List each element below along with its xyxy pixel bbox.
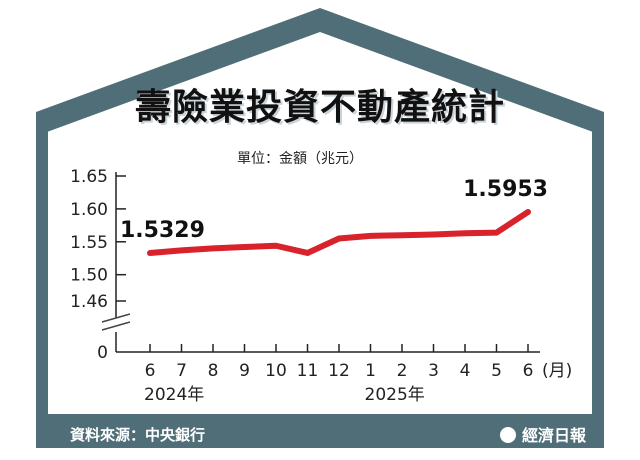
year-label: 2024年	[144, 385, 204, 405]
axis-break-mark	[101, 321, 131, 331]
x-tick-label: 9	[239, 361, 250, 381]
x-tick-label: 10	[265, 361, 287, 381]
y-tick-label: 1.60	[70, 200, 108, 220]
axis-break-mark	[101, 313, 131, 323]
x-tick-label: 11	[297, 361, 319, 381]
unit-label: 單位：金額（兆元）	[237, 151, 363, 167]
x-tick-label: 1	[365, 361, 376, 381]
chart-title: 壽險業投資不動產統計	[134, 87, 505, 128]
y-tick-label: 1.55	[70, 233, 108, 253]
x-tick-label: 12	[328, 361, 350, 381]
y-tick-label: 1.46	[70, 292, 108, 312]
year-label: 2025年	[365, 385, 425, 405]
y-tick-label: 1.65	[70, 167, 108, 187]
x-tick-label: 2	[397, 361, 408, 381]
data-label: 1.5329	[120, 218, 205, 243]
x-tick-label: 3	[428, 361, 439, 381]
y-tick-label: 0	[97, 343, 108, 363]
data-label: 1.5953	[463, 177, 548, 202]
x-tick-label: 4	[460, 361, 471, 381]
x-tick-label: 6	[523, 361, 534, 381]
left-wall	[36, 128, 48, 418]
roof	[36, 8, 604, 136]
brand-text: 經濟日報	[522, 426, 587, 445]
x-tick-label: 8	[208, 361, 219, 381]
x-tick-label: 7	[176, 361, 187, 381]
right-wall	[592, 128, 604, 418]
series-line	[147, 208, 531, 257]
brand-logo: 經濟日報	[500, 422, 586, 446]
x-tick-label: 5	[491, 361, 502, 381]
x-unit-label: (月)	[542, 361, 572, 381]
source-text: 資料來源：中央銀行	[70, 426, 206, 444]
x-tick-label: 6	[145, 361, 156, 381]
brand-icon	[500, 427, 516, 443]
y-tick-label: 1.50	[70, 266, 108, 286]
